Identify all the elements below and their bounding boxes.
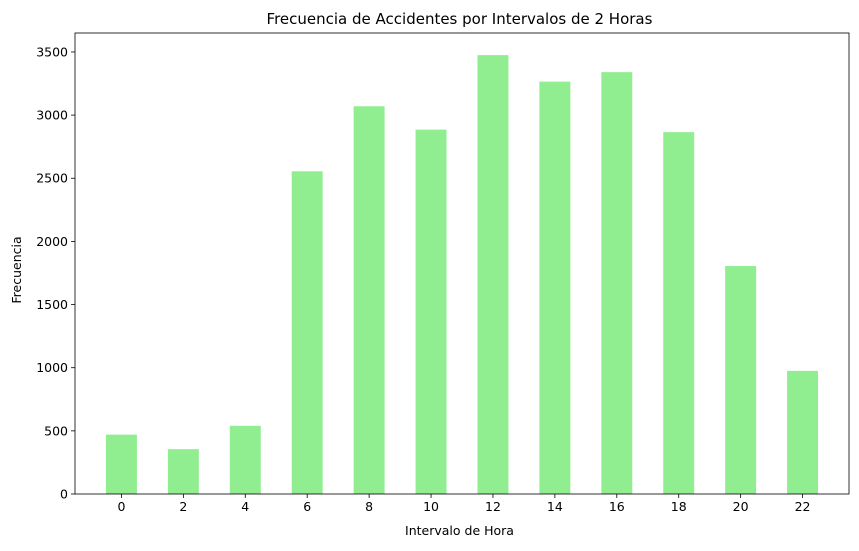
bar-2 [167, 449, 199, 494]
y-tick-label-0: 0 [60, 487, 68, 502]
x-tick-label-6: 6 [303, 499, 311, 514]
x-axis-label: Intervalo de Hora [405, 523, 514, 538]
axes-layer: 0 2 4 6 8 10 12 14 16 18 20 22 0 500 1000 1500 2000 2500 3… [36, 32, 850, 514]
x-tick-label-20: 20 [733, 499, 749, 514]
x-tick-label-14: 14 [547, 499, 563, 514]
y-tick-label-500: 500 [44, 423, 68, 438]
x-tick-label-2: 2 [179, 499, 187, 514]
bar-22 [787, 370, 819, 494]
bar-16 [601, 72, 633, 494]
y-axis-label: Frecuencia [9, 236, 24, 303]
x-tick-label-16: 16 [609, 499, 625, 514]
y-tick-label-2000: 2000 [36, 234, 68, 249]
y-tick-label-1000: 1000 [36, 360, 68, 375]
bar-0 [105, 434, 137, 494]
bar-14 [539, 81, 571, 494]
x-tick-label-12: 12 [485, 499, 501, 514]
bar-20 [725, 266, 757, 494]
x-tick-label-10: 10 [423, 499, 439, 514]
bars-layer [105, 55, 819, 495]
chart-title: Frecuencia de Accidentes por Intervalos … [267, 10, 653, 28]
bar-18 [663, 132, 695, 494]
bar-12 [477, 55, 509, 494]
x-tick-label-4: 4 [241, 499, 249, 514]
bar-6 [291, 171, 323, 495]
bar-10 [415, 129, 447, 494]
bar-4 [229, 425, 261, 494]
y-tick-label-2500: 2500 [36, 171, 68, 186]
x-tick-label-8: 8 [365, 499, 373, 514]
y-tick-label-1500: 1500 [36, 297, 68, 312]
x-tick-label-18: 18 [671, 499, 687, 514]
plot-frame [74, 32, 850, 495]
y-tick-label-3000: 3000 [36, 108, 68, 123]
x-tick-label-0: 0 [117, 499, 125, 514]
y-tick-label-3500: 3500 [36, 44, 68, 59]
x-tick-label-22: 22 [795, 499, 811, 514]
bar-8 [353, 106, 385, 494]
